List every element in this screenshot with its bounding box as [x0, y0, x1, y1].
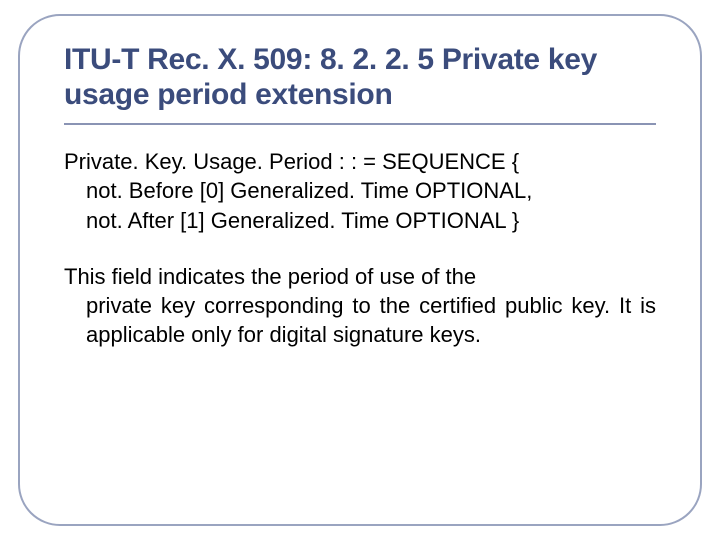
asn-line-3: not. After [1] Generalized. Time OPTIONA… — [64, 206, 656, 236]
description-paragraph: This field indicates the period of use o… — [64, 262, 656, 349]
title-underline — [64, 123, 656, 125]
asn1-definition: Private. Key. Usage. Period : : = SEQUEN… — [64, 147, 656, 236]
description-first-line: This field indicates the period of use o… — [64, 264, 476, 289]
description-rest: private key corresponding to the certifi… — [64, 291, 656, 349]
asn-line-2: not. Before [0] Generalized. Time OPTION… — [64, 176, 656, 206]
slide-frame: ITU-T Rec. X. 509: 8. 2. 2. 5 Private ke… — [18, 14, 702, 526]
slide-title: ITU-T Rec. X. 509: 8. 2. 2. 5 Private ke… — [64, 42, 656, 113]
asn-line-1: Private. Key. Usage. Period : : = SEQUEN… — [64, 147, 656, 177]
